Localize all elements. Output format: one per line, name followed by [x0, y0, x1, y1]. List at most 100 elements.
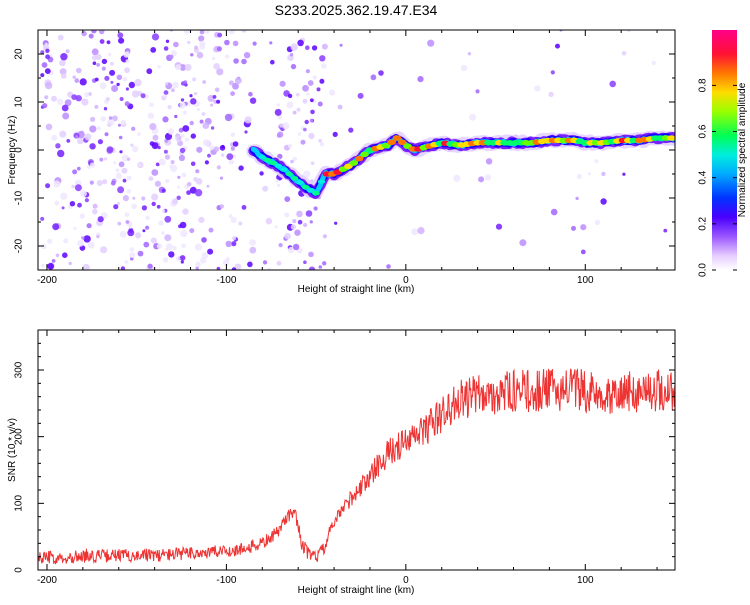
noise-speckle [59, 59, 66, 67]
noise-speckle [132, 145, 139, 153]
noise-speckle [167, 105, 172, 110]
noise-speckle [158, 220, 164, 226]
noise-speckle [259, 171, 264, 176]
noise-speckle [40, 216, 45, 221]
noise-speckle [150, 237, 157, 244]
noise-speckle [157, 64, 161, 69]
noise-speckle [175, 135, 182, 142]
noise-speckle [244, 130, 248, 134]
noise-speckle [41, 263, 45, 268]
noise-speckle [109, 69, 116, 76]
noise-speckle [427, 39, 435, 47]
noise-speckle [112, 115, 118, 122]
noise-speckle [99, 30, 105, 35]
noise-speckle [386, 264, 391, 269]
noise-speckle [101, 66, 106, 71]
noise-speckle [180, 230, 188, 238]
noise-speckle [151, 169, 159, 176]
noise-speckle [207, 153, 211, 158]
noise-speckle [57, 34, 64, 41]
noise-speckle [252, 41, 257, 46]
noise-speckle [162, 257, 169, 263]
noise-speckle [226, 153, 234, 161]
noise-speckle [163, 90, 169, 95]
noise-speckle [304, 119, 309, 125]
noise-speckle [97, 216, 104, 223]
noise-speckle [72, 169, 78, 175]
noise-speckle [204, 160, 209, 165]
noise-speckle [317, 101, 323, 107]
noise-speckle [460, 64, 468, 72]
noise-speckle [332, 131, 338, 137]
noise-speckle [86, 223, 92, 229]
noise-speckle [129, 247, 134, 252]
noise-speckle [302, 98, 308, 104]
noise-speckle [108, 116, 113, 120]
noise-speckle [195, 178, 203, 185]
noise-speckle [92, 61, 97, 65]
noise-speckle [73, 226, 77, 230]
noise-speckle [210, 103, 214, 107]
noise-speckle [151, 201, 156, 207]
ridge-hotspot [264, 157, 272, 163]
noise-speckle [81, 30, 87, 37]
ridge-hotspot [667, 135, 675, 141]
noise-speckle [209, 145, 215, 151]
noise-speckle [292, 243, 300, 251]
noise-speckle [601, 171, 606, 177]
snr-x-tick-label: -200 [37, 575, 57, 586]
noise-speckle [186, 182, 192, 187]
noise-speckle [303, 222, 308, 228]
noise-speckle [213, 146, 220, 152]
noise-speckle [179, 221, 187, 229]
noise-speckle [576, 173, 583, 179]
noise-speckle [172, 246, 177, 251]
ridge-hotspot [290, 176, 299, 181]
noise-speckle [124, 212, 130, 218]
ridge-hotspot [349, 160, 359, 166]
noise-speckle [194, 189, 203, 197]
noise-speckle [309, 118, 314, 123]
noise-speckle [232, 141, 239, 147]
noise-speckle [339, 43, 343, 47]
noise-speckle [276, 133, 281, 138]
snr-x-tick-label: 100 [577, 575, 594, 586]
noise-speckle [152, 134, 159, 141]
noise-speckle [249, 246, 257, 254]
noise-speckle [117, 221, 122, 226]
noise-speckle [182, 110, 187, 115]
noise-speckle [303, 127, 307, 132]
noise-speckle [132, 196, 136, 200]
noise-speckle [228, 30, 235, 35]
noise-speckle [101, 58, 108, 65]
noise-speckle [72, 75, 76, 79]
noise-speckle [181, 172, 187, 178]
noise-speckle [198, 35, 205, 42]
noise-speckle [484, 174, 492, 181]
snr-y-tick-label: 300 [14, 361, 25, 378]
noise-speckle [234, 77, 242, 84]
noise-speckle [663, 228, 668, 233]
noise-speckle [75, 95, 82, 102]
noise-speckle [312, 75, 317, 80]
noise-speckle [141, 196, 146, 201]
noise-speckle [115, 172, 123, 180]
noise-speckle [77, 202, 82, 208]
noise-speckle [40, 50, 45, 55]
noise-speckle [290, 43, 298, 51]
noise-speckle [126, 188, 132, 194]
ridge-hotspot [398, 139, 407, 146]
noise-speckle [334, 221, 338, 225]
noise-speckle [104, 132, 109, 137]
noise-speckle [292, 110, 297, 115]
noise-speckle [115, 168, 120, 173]
ridge-hotspot [258, 155, 266, 160]
noise-speckle [176, 185, 180, 189]
ridge-hotspot [392, 135, 402, 141]
noise-speckle [190, 53, 194, 57]
noise-speckle [41, 62, 48, 68]
noise-speckle [211, 56, 216, 61]
noise-speckle [91, 48, 99, 56]
noise-speckle [621, 51, 627, 56]
snr-y-tick-label: 200 [14, 428, 25, 445]
